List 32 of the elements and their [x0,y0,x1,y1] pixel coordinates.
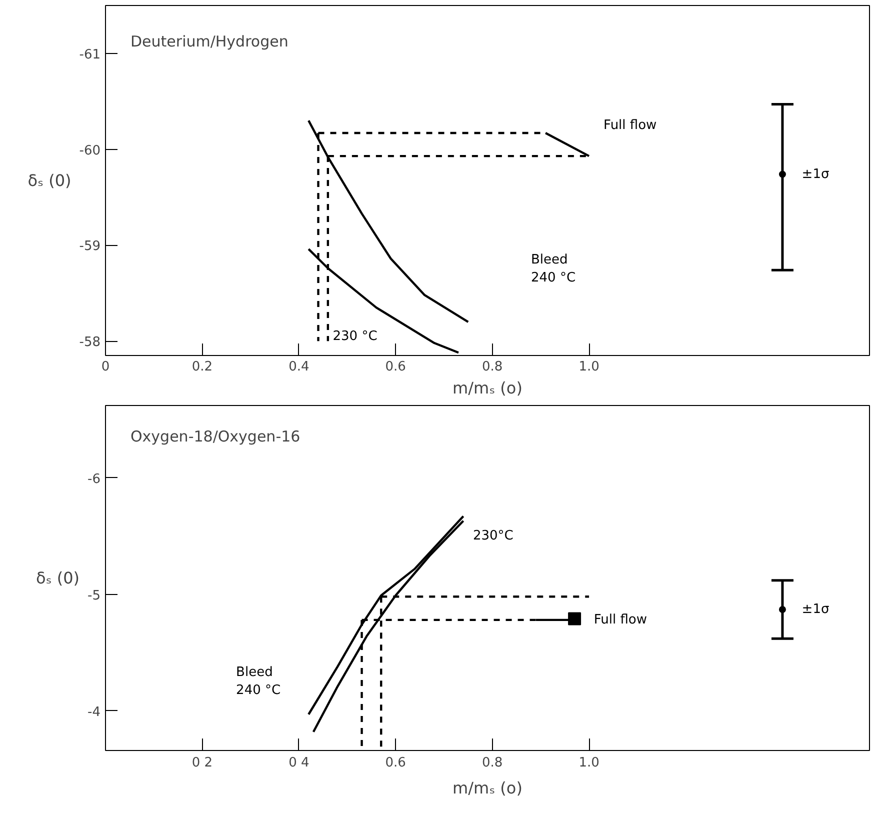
y-axis-title: δₛ (0) [28,171,72,190]
x-tick-label: 0.2 [192,360,213,374]
x-axis-title: m/mₛ (o) [452,778,522,798]
x-tick-label: 0.6 [385,756,406,770]
x-tick-label: 0.4 [288,360,310,374]
x-tick-label: 1.0 [578,756,600,770]
y-axis-title: δₛ (0) [36,568,80,588]
annotation: Bleed 240 °C [236,665,281,698]
y-tick-label: -58 [79,335,100,350]
x-tick-label: 0.8 [482,756,503,770]
x-tick-label: 0 [101,360,110,374]
annotation: 230°C [472,528,514,544]
x-axis-title: m/mₛ (o) [452,378,522,398]
y-tick-label: -61 [79,47,100,62]
annotation: Full flow [604,118,658,133]
x-tick-label: 0.8 [482,360,503,374]
y-tick-label: -6 [88,472,101,487]
y-tick-label: -4 [88,704,101,720]
x-tick-label: 0.6 [385,360,406,374]
y-tick-label: -60 [79,143,100,158]
annotation: 230 °C [332,328,378,344]
x-tick-label: 0 2 [192,756,213,770]
annotation: Bleed 240 °C [531,252,576,286]
x-tick-label: 1.0 [578,360,600,374]
annotation: ±1σ [802,602,830,617]
y-tick-label: -5 [88,588,101,604]
x-tick-label: 0 4 [288,756,310,770]
annotation: ±1σ [802,166,830,182]
text: Deuterium/Hydrogen [130,32,288,50]
annotation: Full flow [594,612,648,628]
text: Oxygen-18/Oxygen-16 [130,428,300,446]
y-tick-label: -59 [79,239,100,254]
